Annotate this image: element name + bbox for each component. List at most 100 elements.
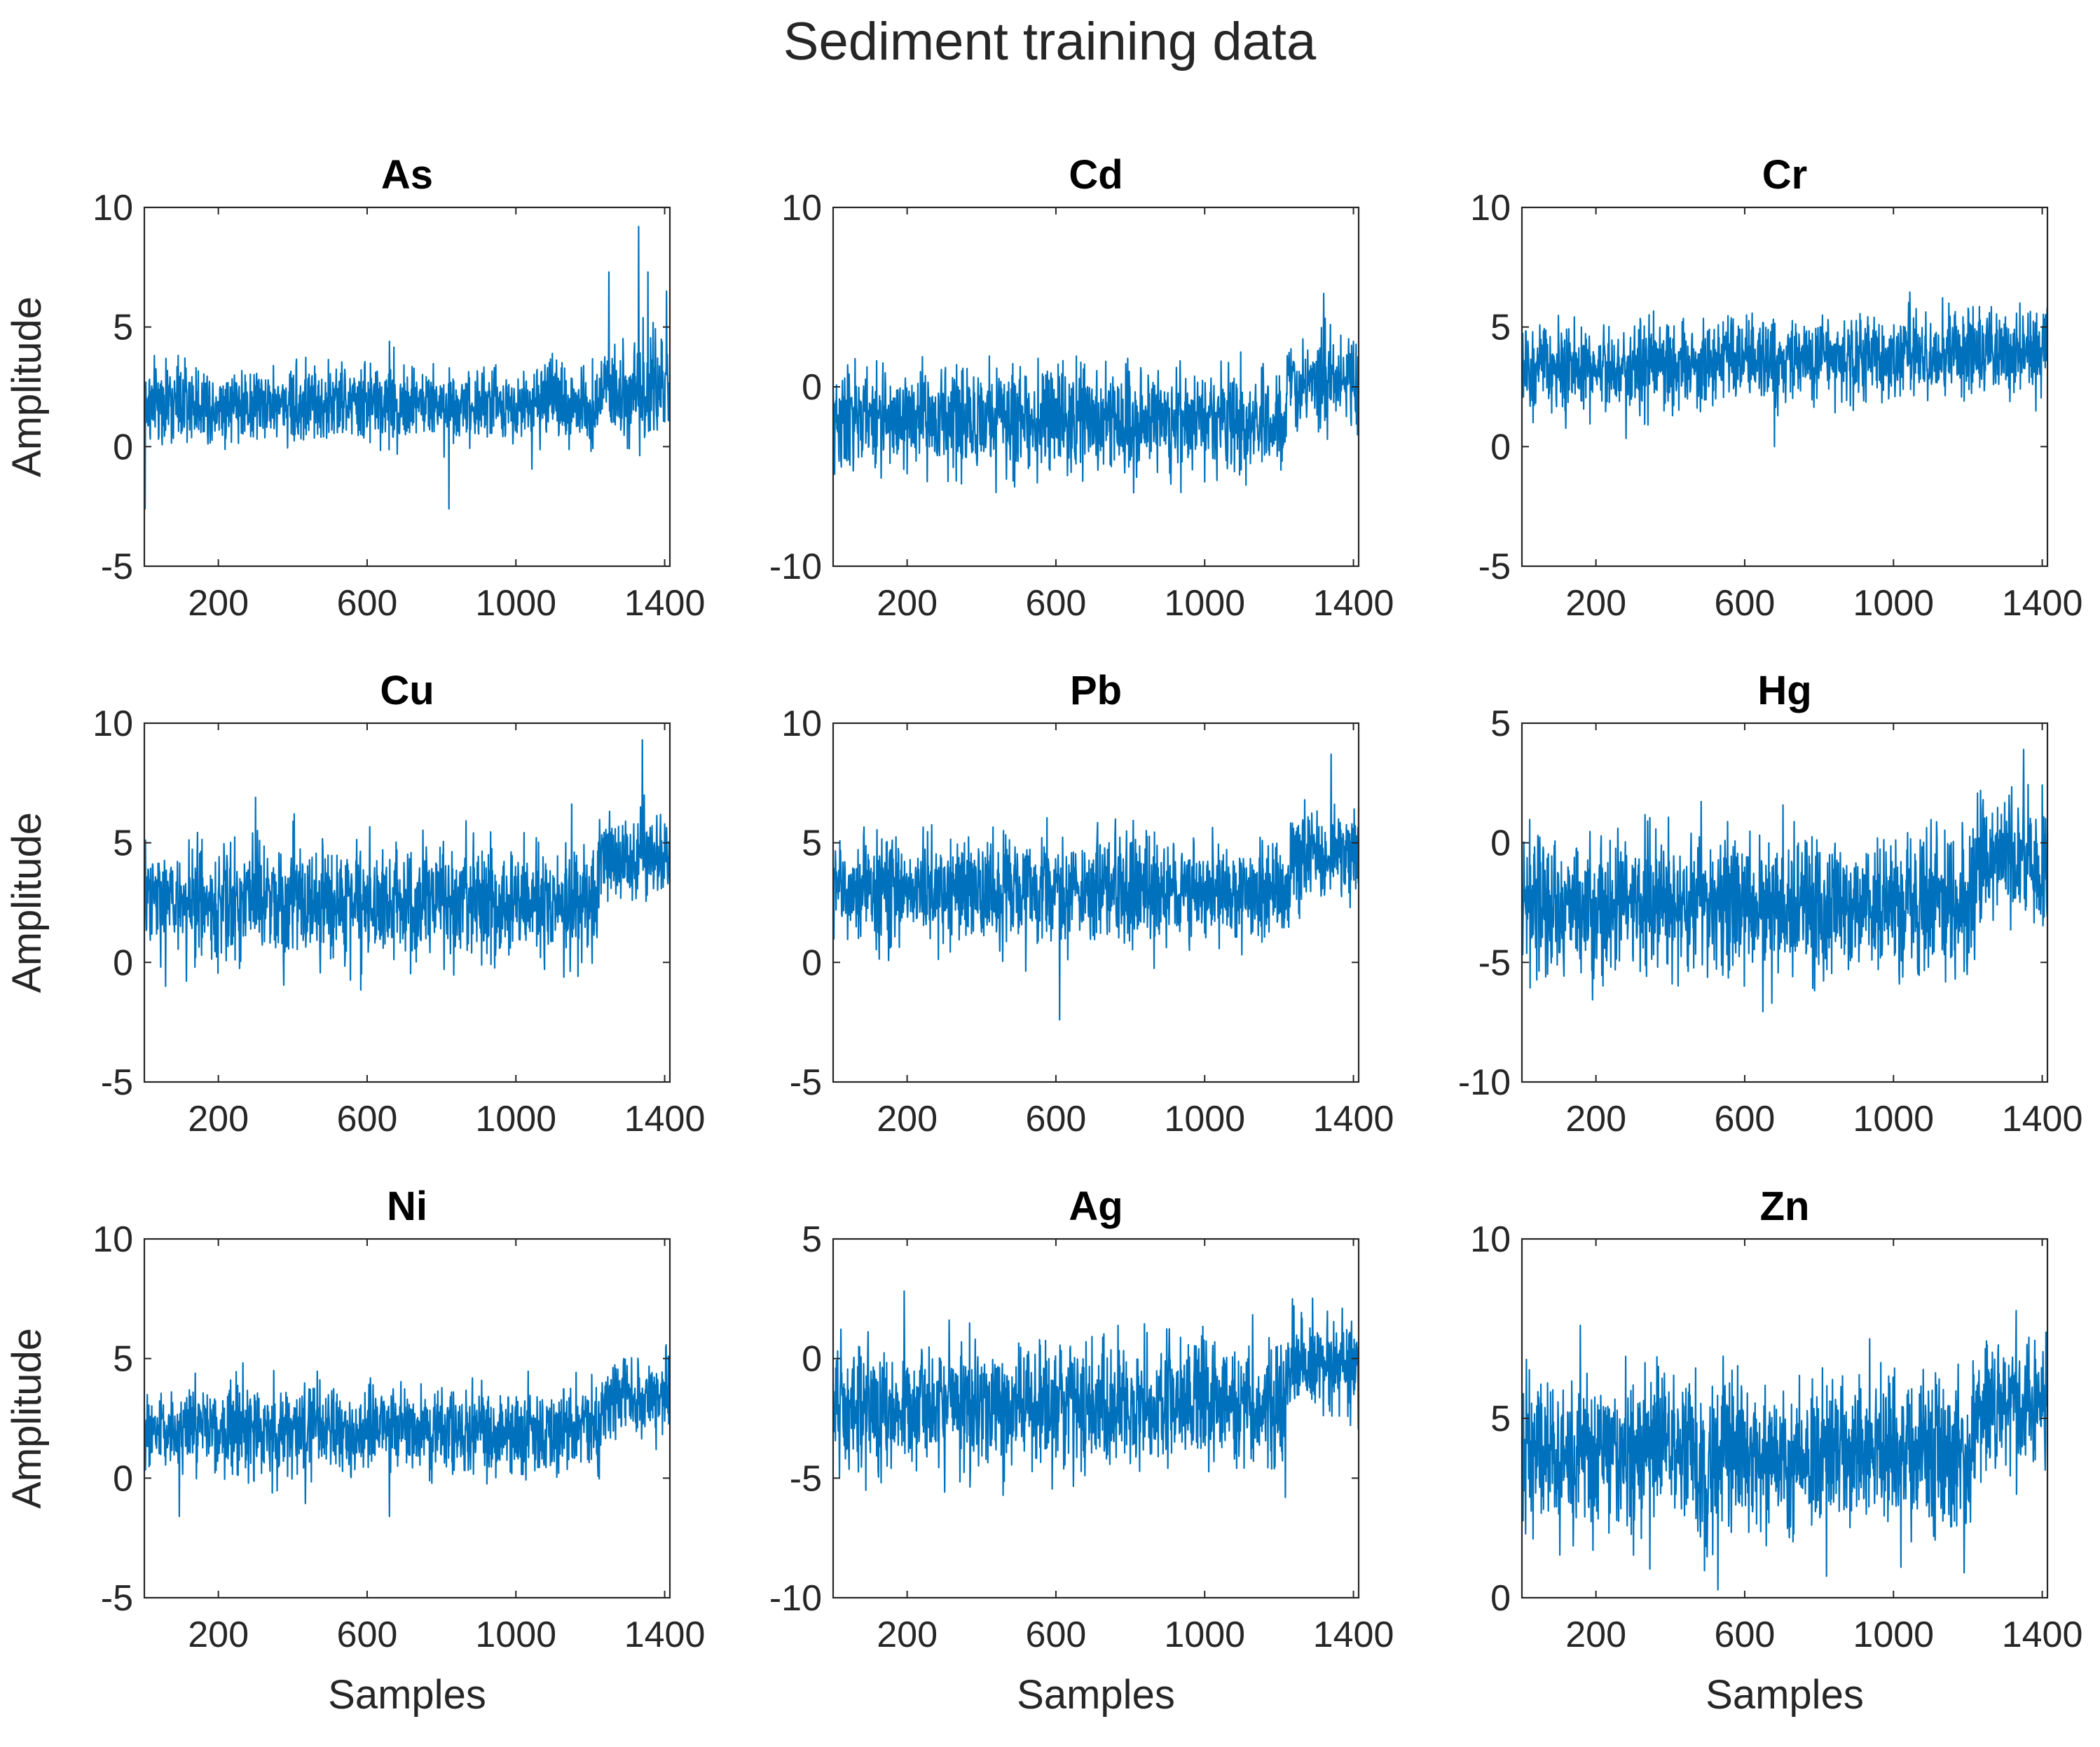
figure-title: Sediment training data [783,12,1317,71]
y-tick-label: -5 [101,547,133,587]
y-tick-label: 0 [1490,823,1511,864]
x-tick-label: 600 [1715,1615,1776,1655]
x-tick-label: 200 [877,1615,938,1655]
subplot-as: 200 600 1000 1400 -5 0 5 10 As Amplitude [4,152,705,624]
x-tick-label: 600 [337,1099,398,1139]
y-tick-label: 0 [113,943,133,983]
subplot-cd: 200 600 1000 1400 -10 0 10 Cd [769,152,1394,624]
y-tick-label: -5 [101,1578,133,1619]
y-tick-label: 0 [113,427,133,467]
subplot-title: Cr [1762,152,1807,198]
y-tick-label: -5 [101,1062,133,1103]
y-tick-label: -5 [1478,547,1511,587]
x-tick-label: 600 [337,583,398,624]
y-tick-label: 0 [802,367,822,408]
series-line-as [143,226,671,510]
axes-frame [832,722,1360,1083]
axes-frame [143,1238,671,1599]
x-tick-label: 1000 [1853,583,1934,624]
x-tick-label: 1000 [475,583,556,624]
subplot-title: Cu [380,668,434,713]
x-tick-label: 1400 [2002,1099,2083,1139]
x-tick-label: 1400 [624,583,706,624]
y-tick-label: 0 [1490,1578,1511,1619]
subplot-hg: 200 600 1000 1400 -10 -5 0 5 Hg [1458,668,2083,1139]
axes-frame [1521,722,2049,1083]
x-axis-label: Samples [1706,1672,1864,1718]
x-tick-label: 1400 [624,1615,706,1655]
y-tick-label: 5 [802,823,822,864]
y-axis-label: Amplitude [4,296,50,477]
subplot-title: Ni [387,1184,427,1229]
x-tick-label: 1000 [1164,1615,1245,1655]
y-tick-label: 10 [92,704,133,744]
y-tick-label: 0 [802,1339,822,1380]
y-axis-label: Amplitude [4,812,50,993]
x-axis-label: Samples [328,1672,486,1718]
x-tick-label: 1400 [1313,1099,1394,1139]
x-tick-label: 200 [1565,1099,1626,1139]
y-tick-label: 10 [781,704,822,744]
axes-frame [1521,206,2049,568]
y-tick-label: 5 [1490,1399,1511,1439]
x-tick-label: 1400 [1313,583,1394,624]
x-tick-label: 200 [1565,1615,1626,1655]
x-tick-label: 200 [188,1099,249,1139]
subplot-title: Pb [1070,668,1122,713]
series-line-cu [143,739,671,991]
x-tick-label: 1000 [1853,1615,1934,1655]
subplot-title: Cd [1069,152,1123,198]
series-line-pb [832,753,1360,1021]
subplot-title: Ag [1069,1184,1123,1229]
series-line-zn [1521,1310,2049,1591]
y-tick-label: -10 [1458,1062,1511,1103]
subplot-pb: 200 600 1000 1400 -5 0 5 10 Pb [781,668,1394,1139]
y-tick-label: -10 [769,1578,822,1619]
subplot-ni: 200 600 1000 1400 -5 0 5 10 Ni Amplitude Samples [4,1184,705,1718]
x-tick-label: 200 [188,583,249,624]
x-tick-label: 1000 [475,1615,556,1655]
subplot-cr: 200 600 1000 1400 -5 0 5 10 Cr [1470,152,2082,624]
x-tick-label: 600 [1026,583,1087,624]
y-tick-label: -5 [1478,943,1511,983]
y-axis-label: Amplitude [4,1328,50,1509]
y-tick-label: 10 [781,188,822,228]
y-tick-label: 0 [1490,427,1511,467]
y-tick-label: 10 [1470,188,1511,228]
subplot-zn: 200 600 1000 1400 0 5 10 Zn Samples [1470,1184,2082,1718]
x-tick-label: 600 [1715,1099,1776,1139]
series-line-cd [832,292,1360,494]
x-tick-label: 600 [337,1615,398,1655]
y-tick-label: 5 [802,1219,822,1260]
y-tick-label: 0 [113,1458,133,1499]
series-line-cr [1521,291,2049,448]
axes-frame [832,1238,1360,1599]
y-tick-label: 10 [92,1219,133,1260]
x-tick-label: 200 [877,1099,938,1139]
subplot-title: As [381,152,433,198]
x-tick-label: 1400 [2002,583,2083,624]
y-tick-label: -10 [769,547,822,587]
series-line-ni [143,1344,671,1517]
x-tick-label: 1400 [1313,1615,1394,1655]
x-tick-label: 1000 [1853,1099,1934,1139]
x-tick-label: 200 [188,1615,249,1655]
x-tick-label: 600 [1715,583,1776,624]
y-tick-label: 5 [113,823,133,864]
subplot-ag: 200 600 1000 1400 -10 -5 0 5 Ag Samples [769,1184,1394,1718]
axes-frame [143,206,671,568]
axes-frame [143,722,671,1083]
x-tick-label: 1000 [475,1099,556,1139]
subplot-title: Zn [1760,1184,1810,1229]
y-tick-label: 10 [1470,1219,1511,1260]
y-tick-label: -5 [790,1062,822,1103]
x-tick-label: 1000 [1164,1099,1245,1139]
x-tick-label: 1400 [624,1099,706,1139]
x-tick-label: 200 [877,583,938,624]
series-line-ag [832,1290,1360,1498]
x-tick-label: 600 [1026,1615,1087,1655]
y-tick-label: 0 [802,943,822,983]
